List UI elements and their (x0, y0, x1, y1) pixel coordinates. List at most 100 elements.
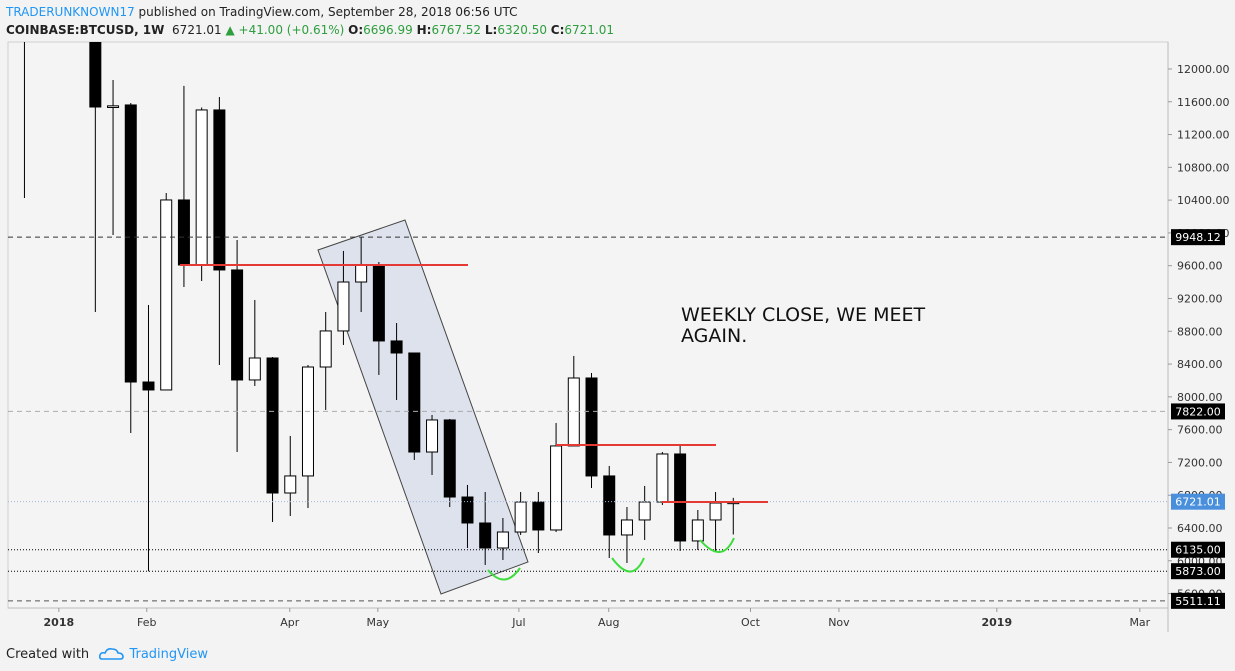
candle-body (301, 366, 314, 477)
price-label-box (1171, 592, 1225, 609)
y-tick-label: 7200.00 (1177, 456, 1223, 469)
x-tick-label: 2018 (44, 616, 75, 629)
candle-body (337, 281, 350, 332)
x-tick-label: Oct (741, 616, 761, 629)
x-tick-label: Nov (828, 616, 850, 629)
y-tick-label: 11600.00 (1177, 96, 1230, 109)
y-tick-label: 10400.00 (1177, 194, 1230, 207)
candle-body (461, 496, 474, 524)
candle-body (124, 104, 137, 383)
tv-logo (99, 648, 125, 660)
parallel-channel (317, 219, 529, 595)
candle-body (620, 519, 633, 536)
candle-body (674, 453, 687, 542)
candle-body (567, 377, 580, 447)
green-curve (611, 557, 645, 573)
price-label: 7822.00 (1175, 405, 1221, 418)
candle-body (603, 475, 616, 536)
open: 6696.99 (363, 23, 413, 37)
x-tick-label: Apr (280, 616, 300, 629)
close: 6721.01 (564, 23, 615, 37)
price-label: 5873.00 (1175, 565, 1221, 578)
candle-body (638, 501, 651, 521)
y-tick-label: 9200.00 (1177, 292, 1223, 305)
candle-body (231, 269, 244, 381)
candle-body (691, 519, 704, 542)
header: TRADERUNKNOWN17 published on TradingView… (6, 3, 614, 39)
candle-body (426, 419, 439, 453)
created-with: Created with (6, 647, 90, 662)
tradingview-link[interactable]: TradingView (129, 647, 208, 662)
price-label-box (1171, 403, 1225, 420)
price-label: 9948.12 (1175, 231, 1221, 244)
low: 6320.50 (497, 23, 547, 37)
x-tick-label: May (366, 616, 389, 629)
y-tick-label: 8000.00 (1177, 391, 1223, 404)
candle-body (550, 445, 563, 531)
chart: 5600.006000.006400.006800.007200.007600.… (7, 41, 1230, 632)
candle-body (532, 501, 545, 531)
drawings (180, 264, 768, 581)
published: published on TradingView.com, September … (138, 5, 518, 19)
high: 6767.52 (431, 23, 482, 37)
candle-body (479, 522, 492, 549)
y-tick-label: 7600.00 (1177, 424, 1223, 437)
candle-body (160, 199, 173, 391)
publish-line: TRADERUNKNOWN17 published on TradingView… (6, 3, 614, 21)
x-tick-label: Jul (511, 616, 525, 629)
candle-body (89, 42, 102, 108)
candle-body (408, 352, 421, 453)
candle-body (443, 419, 456, 498)
y-tick-label: 8800.00 (1177, 325, 1223, 338)
candle-body (514, 501, 527, 533)
price-label-box (1171, 493, 1225, 510)
candle-body (213, 109, 226, 271)
green-curve (487, 567, 521, 581)
candle-body (585, 377, 598, 477)
y-tick-label: 9600.00 (1177, 260, 1223, 273)
author[interactable]: TRADERUNKNOWN17 (6, 5, 135, 19)
price-label-box (1171, 563, 1225, 580)
change: ▲ +41.00 (+0.61%) (225, 23, 345, 37)
y-tick-label: 6400.00 (1177, 522, 1223, 535)
price-label: 6135.00 (1175, 544, 1221, 557)
candle-body (195, 109, 208, 266)
y-tick-label: 12000.00 (1177, 63, 1230, 76)
candle-body (372, 264, 385, 342)
candle-body (107, 105, 120, 108)
high-label: H: (416, 23, 432, 37)
candle-body (248, 357, 261, 381)
close-label: C: (550, 23, 565, 37)
plot-area (7, 41, 1169, 609)
price-label-box (1171, 229, 1225, 246)
candle-body (284, 475, 297, 494)
open-label: O: (348, 23, 364, 37)
y-tick-label: 10800.00 (1177, 161, 1230, 174)
candle-body (656, 453, 669, 503)
symbol: COINBASE:BTCUSD, 1W (6, 23, 165, 37)
candle-body (390, 340, 403, 354)
last: 6721.01 (172, 23, 222, 37)
candle-body (355, 264, 368, 283)
ohlc-line: COINBASE:BTCUSD, 1W 6721.01 ▲ +41.00 (+0… (6, 21, 614, 39)
price-label-box (1171, 541, 1225, 558)
annotation: AGAIN. (681, 325, 747, 347)
candle-body (266, 357, 279, 494)
green-curve (699, 537, 735, 553)
price-label: 5511.11 (1175, 595, 1221, 608)
y-tick-label: 8400.00 (1177, 358, 1223, 371)
annotation: WEEKLY CLOSE, WE MEET (681, 304, 925, 326)
low-label: L: (484, 23, 498, 37)
x-tick-label: Mar (1129, 616, 1150, 629)
candle-body (496, 531, 509, 549)
plot (23, 42, 740, 595)
candle-body (177, 199, 190, 266)
x-tick-label: Aug (598, 616, 619, 629)
x-tick-label: 2019 (982, 616, 1013, 629)
footer: Created with TradingView (6, 644, 208, 662)
y-tick-label: 11200.00 (1177, 129, 1230, 142)
candle-body (142, 381, 155, 391)
candle-body (319, 330, 332, 368)
x-tick-label: Feb (137, 616, 156, 629)
